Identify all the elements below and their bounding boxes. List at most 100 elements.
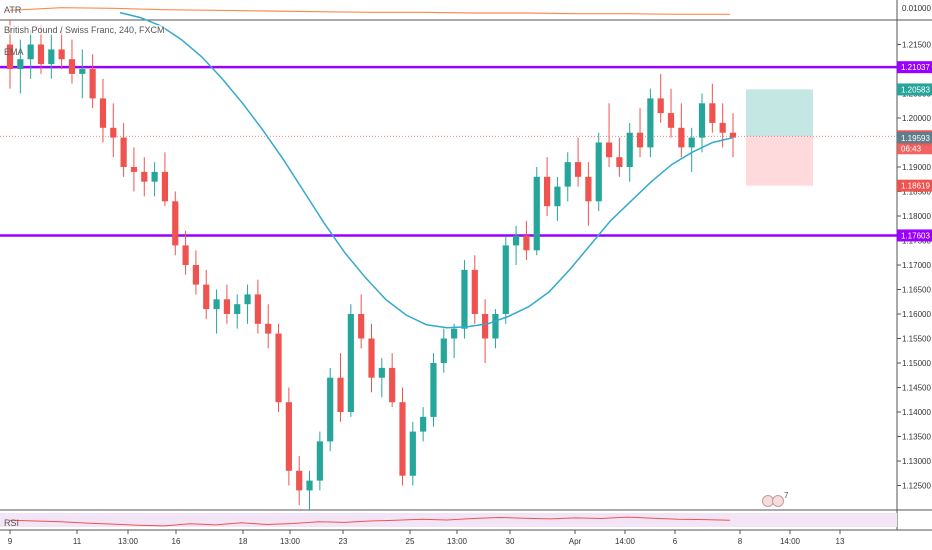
- candle-body: [182, 245, 189, 265]
- flag-icon[interactable]: [772, 495, 784, 507]
- candle-body: [378, 367, 385, 378]
- candle-body: [244, 294, 251, 305]
- candle-body: [430, 363, 437, 417]
- level-price-tag: [897, 229, 932, 242]
- price-tag-label: 1.19593: [901, 134, 930, 143]
- y-tick-label: 1.18000: [902, 212, 931, 221]
- candle-body: [141, 171, 148, 182]
- candle-body: [275, 333, 282, 403]
- candle-body: [451, 328, 458, 339]
- candle-body: [6, 44, 14, 69]
- price-tag-target: [897, 83, 932, 96]
- price-tag-stop: [897, 179, 932, 192]
- candle-body: [605, 142, 613, 158]
- candle-body: [626, 132, 633, 167]
- y-tick-label: 1.14000: [902, 408, 931, 417]
- x-tick-label: 13:00: [447, 537, 468, 546]
- candle-body: [99, 98, 107, 128]
- candle-body: [27, 44, 34, 60]
- candle-body: [17, 59, 24, 69]
- candle-body: [554, 186, 561, 207]
- x-tick-label: 18: [239, 537, 248, 546]
- candle-body: [79, 69, 86, 74]
- candle-body: [161, 171, 169, 202]
- x-tick-label: 25: [406, 537, 415, 546]
- x-tick-label: 14:00: [615, 537, 636, 546]
- candle-body: [172, 201, 179, 246]
- candle-body: [543, 176, 551, 207]
- y-tick-label: 1.12500: [902, 482, 931, 491]
- candle-body: [698, 103, 706, 138]
- candle-body: [37, 44, 45, 65]
- candle-body: [203, 284, 210, 310]
- x-tick-label: 6: [673, 537, 678, 546]
- price-tag-label: 1.20583: [901, 85, 930, 94]
- target-zone[interactable]: [746, 89, 813, 137]
- stop-zone[interactable]: [746, 136, 813, 186]
- y-tick-label: 1.19000: [902, 163, 931, 172]
- symbol-title: British Pound / Swiss Franc, 240, FXCM: [4, 25, 165, 35]
- x-tick-label: Apr: [569, 537, 582, 546]
- y-tick-label: 1.17000: [902, 261, 931, 270]
- y-tick-label: 1.13500: [902, 433, 931, 442]
- candle-body: [616, 157, 623, 167]
- candle-body: [657, 98, 664, 114]
- rsi-label: RSI: [4, 518, 20, 528]
- candle-body: [647, 98, 654, 148]
- candle-body: [709, 103, 716, 123]
- y-tick-label: 1.13000: [902, 457, 931, 466]
- candle-body: [347, 314, 354, 412]
- ema-series-line: [119, 11, 734, 329]
- y-tick-label: 1.18500: [902, 188, 931, 197]
- candle-body: [636, 132, 644, 148]
- candle-body: [719, 122, 726, 133]
- candle-body: [234, 304, 241, 314]
- candle-body: [729, 132, 737, 138]
- candle-body: [213, 299, 220, 310]
- x-tick-label: 11: [73, 537, 82, 546]
- candle-body: [306, 480, 313, 491]
- candle-body: [564, 162, 571, 187]
- y-tick-label: 1.16000: [902, 310, 931, 319]
- candle-body: [595, 142, 602, 202]
- atr-axis-label: 0.01000: [902, 4, 931, 13]
- candle-body: [337, 377, 344, 412]
- countdown-label: 06:43: [901, 144, 922, 153]
- level-price-tag: [897, 61, 932, 74]
- candle-body: [58, 49, 65, 60]
- candle-body: [399, 402, 406, 476]
- candle-body: [409, 431, 416, 476]
- candle-body: [285, 402, 292, 471]
- candle-body: [471, 269, 478, 314]
- candle-body: [502, 245, 509, 314]
- x-tick-label: 9: [8, 537, 13, 546]
- candle-body: [130, 167, 138, 172]
- price-tag-label: 1.18619: [901, 182, 930, 191]
- event-count-badge[interactable]: 7: [784, 491, 789, 500]
- y-tick-label: 1.16500: [902, 286, 931, 295]
- candle-body: [461, 269, 468, 329]
- candle-body: [48, 49, 55, 65]
- candle-body: [667, 113, 675, 128]
- x-tick-label: 30: [506, 537, 515, 546]
- x-tick-label: 16: [172, 537, 181, 546]
- x-tick-label: 8: [738, 537, 743, 546]
- atr-series-line: [9, 7, 730, 15]
- candle-body: [513, 235, 520, 246]
- level-price-label: 1.21037: [901, 63, 930, 72]
- x-tick-label: 23: [339, 537, 348, 546]
- ema-label: EMA: [4, 47, 24, 57]
- candle-body: [492, 314, 499, 339]
- candle-body: [120, 137, 127, 167]
- candle-body: [223, 299, 230, 314]
- candle-body: [482, 314, 489, 339]
- atr-label: ATR: [4, 5, 22, 15]
- candle-body: [68, 59, 76, 74]
- candle-body: [265, 323, 272, 334]
- candle-body: [296, 470, 303, 491]
- x-tick-label: 13:00: [280, 537, 301, 546]
- price-tag-ema: [897, 131, 932, 144]
- x-tick-label: 13: [836, 537, 845, 546]
